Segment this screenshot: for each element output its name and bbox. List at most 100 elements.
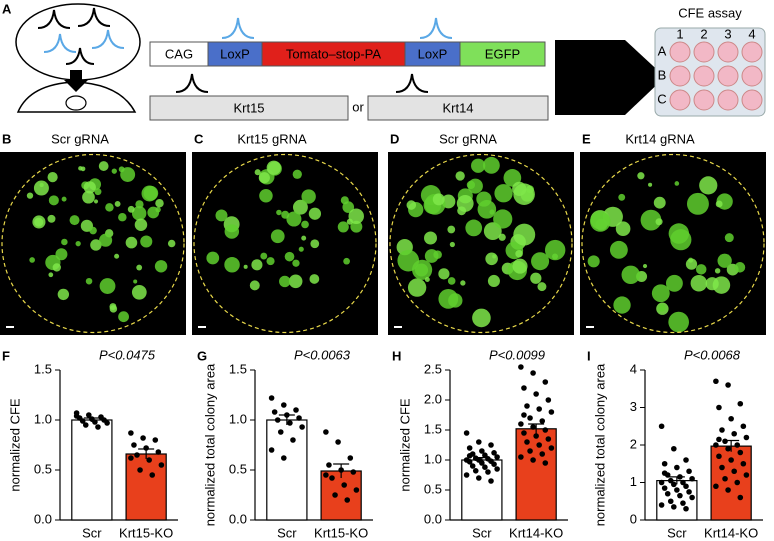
- assay-label: CFE assay: [678, 5, 742, 20]
- data-point: [463, 430, 470, 436]
- data-point: [533, 433, 539, 439]
- colony: [621, 265, 640, 285]
- colony: [449, 241, 455, 248]
- y-tick-label: 2.5: [424, 361, 442, 376]
- colony: [424, 276, 430, 282]
- colony: [340, 196, 349, 205]
- y-tick-label: 0.5: [34, 461, 52, 476]
- data-point: [734, 442, 741, 448]
- construct-box: [459, 41, 546, 67]
- colony: [615, 221, 631, 237]
- colony: [288, 274, 303, 289]
- colony: [498, 233, 506, 241]
- well: [693, 89, 715, 111]
- y-axis-label: normalized CFE: [397, 398, 412, 492]
- bar: [266, 419, 308, 521]
- bar: [515, 428, 557, 521]
- well: [669, 41, 691, 63]
- data-point: [737, 494, 744, 501]
- well-outline: [1, 153, 185, 334]
- sort-label: FACS: [573, 58, 607, 73]
- channel-label: EGFP: [147, 155, 182, 170]
- colony: [114, 201, 121, 207]
- colony: [259, 189, 273, 203]
- data-point: [524, 403, 530, 409]
- x-tick-label: Scr: [472, 525, 492, 540]
- y-tick-label: 0.0: [229, 511, 247, 526]
- colony: [251, 259, 263, 271]
- colony: [258, 172, 270, 184]
- data-point: [674, 487, 680, 493]
- colony: [276, 209, 282, 216]
- colony: [407, 278, 427, 297]
- channel-label: EGFP: [727, 155, 762, 170]
- colony: [224, 224, 240, 239]
- y-axis-label: normalized CFE: [7, 398, 22, 492]
- data-point: [689, 494, 695, 501]
- colony: [515, 249, 523, 258]
- data-point: [728, 415, 734, 422]
- well-outline: [581, 153, 765, 334]
- colony: [99, 278, 116, 294]
- x-tick-label: Krt14-KO: [509, 525, 563, 540]
- plate-column: 4: [748, 26, 755, 41]
- data-point: [104, 420, 110, 426]
- well: [669, 89, 691, 111]
- colony: [254, 169, 261, 176]
- panel-label: B: [2, 131, 11, 146]
- data-point: [476, 475, 482, 481]
- colony: [89, 226, 97, 235]
- colony: [350, 220, 363, 233]
- colony: [266, 160, 281, 175]
- data-point: [530, 457, 536, 463]
- well: [693, 65, 715, 87]
- colony: [131, 206, 147, 221]
- data-point: [482, 464, 488, 471]
- x-tick-label: Scr: [667, 525, 687, 540]
- colony: [537, 282, 547, 292]
- colony: [284, 251, 295, 262]
- colony: [531, 252, 550, 271]
- micrograph: [192, 152, 378, 335]
- well: [717, 65, 739, 87]
- data-point: [527, 415, 533, 421]
- y-tick-label: 2: [630, 436, 637, 451]
- data-point: [737, 400, 744, 407]
- data-point: [545, 397, 552, 403]
- colony: [47, 172, 58, 183]
- colony: [61, 238, 68, 246]
- data-point: [323, 472, 329, 478]
- colony: [215, 209, 228, 222]
- colony: [714, 268, 721, 274]
- data-point: [713, 483, 719, 490]
- colony: [127, 205, 135, 213]
- colony: [530, 272, 542, 284]
- data-point: [683, 457, 689, 463]
- panel-title: Scr gRNA: [51, 131, 109, 146]
- data-point: [299, 424, 305, 430]
- panel-label: I: [587, 348, 591, 363]
- colony: [724, 233, 734, 243]
- colony: [279, 275, 291, 288]
- well: [717, 89, 739, 111]
- data-point: [146, 457, 152, 463]
- charts: F P<0.0475 normalized CFE 0.0 0.5 1.0 1.5 Scr Kr…: [2, 347, 763, 540]
- data-point: [731, 430, 737, 437]
- colony: [286, 211, 302, 227]
- data-point: [479, 448, 485, 454]
- colony: [155, 199, 164, 208]
- data-point: [274, 417, 281, 423]
- schematic: A CAG LoxP Tomato–stop-PA LoxP EGFP Krt15 Krt14…: [2, 1, 763, 121]
- colony: [512, 258, 528, 274]
- data-point: [518, 454, 524, 460]
- colony: [292, 199, 308, 215]
- data-point: [743, 472, 750, 478]
- colony: [154, 260, 168, 273]
- colony: [337, 221, 349, 233]
- colony: [438, 268, 450, 280]
- y-tick-label: 0.5: [424, 481, 442, 496]
- cell-nucleus: [65, 95, 87, 111]
- colony: [69, 215, 80, 226]
- data-point: [548, 445, 555, 451]
- promoter-box: [149, 95, 349, 121]
